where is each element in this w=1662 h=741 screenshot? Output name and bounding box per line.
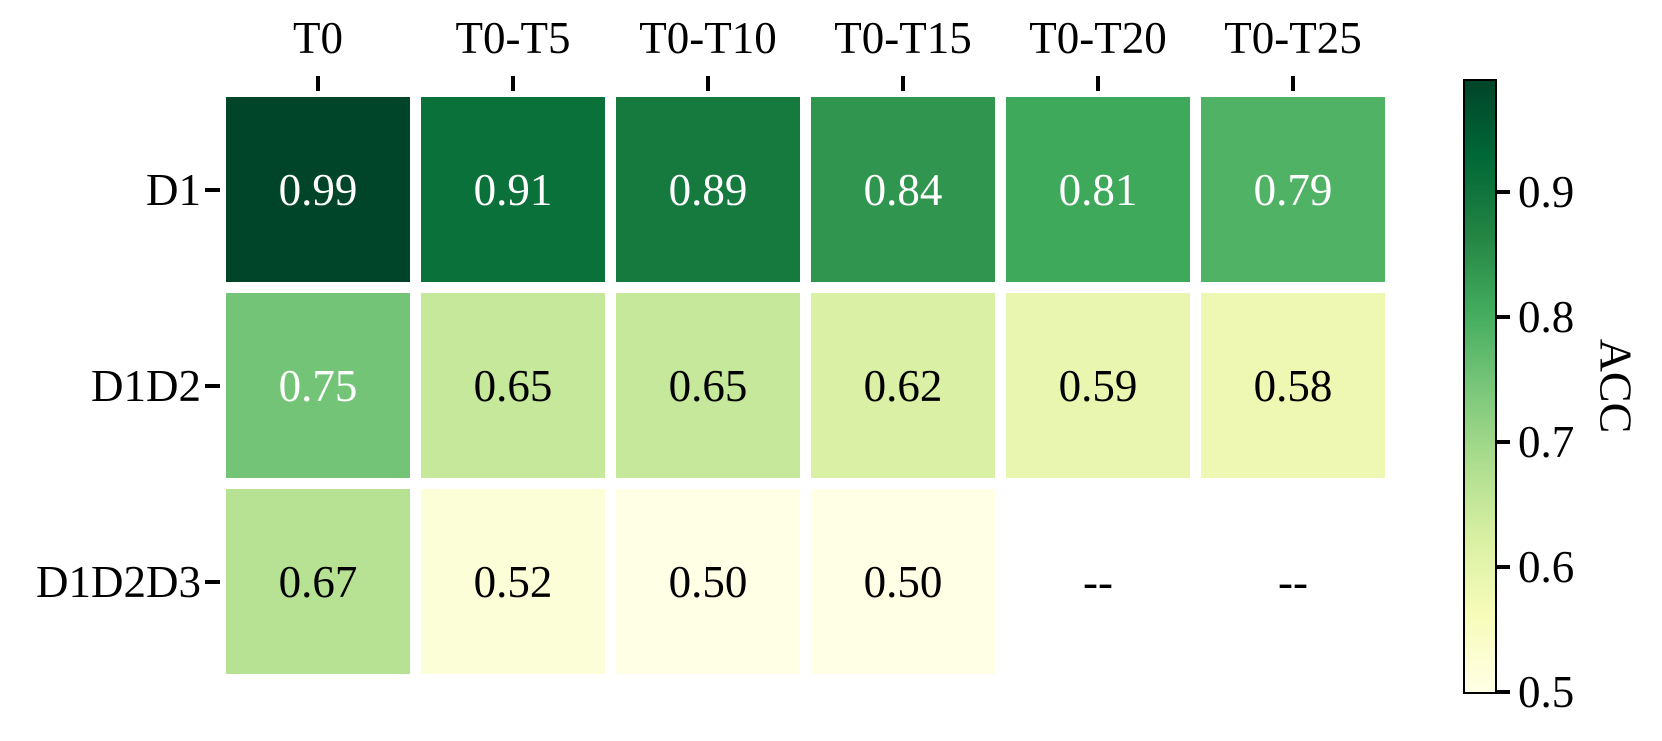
x-tick-mark [1291, 76, 1295, 91]
heatmap-cell: 0.52 [421, 489, 605, 674]
heatmap-cell: 0.65 [421, 293, 605, 478]
x-tick-label: T0-T20 [1029, 13, 1167, 63]
x-tick-label: T0-T25 [1224, 13, 1362, 63]
heatmap-cell: 0.89 [616, 97, 800, 282]
heatmap-cell: 0.59 [1006, 293, 1190, 478]
heatmap-cell: 0.50 [811, 489, 995, 674]
heatmap-cell: -- [1083, 556, 1113, 607]
y-tick-label: D1D2D3 [36, 556, 201, 607]
colorbar-tick-mark [1497, 690, 1510, 694]
heatmap-cell: 0.67 [226, 489, 410, 674]
colorbar-gradient [1463, 79, 1497, 694]
x-tick-label: T0-T10 [639, 13, 777, 63]
heatmap-cell: 0.65 [616, 293, 800, 478]
x-tick-mark [706, 76, 710, 91]
colorbar-tick-mark [1497, 439, 1510, 444]
heatmap-cell: 0.81 [1006, 97, 1190, 282]
colorbar-title: ACC [1590, 338, 1642, 434]
heatmap-cell: 0.79 [1201, 97, 1385, 282]
colorbar-tick-mark [1497, 564, 1510, 569]
heatmap-cell: 0.84 [811, 97, 995, 282]
x-tick-label: T0-T15 [834, 13, 972, 63]
colorbar-tick-label: 0.9 [1518, 166, 1575, 217]
x-tick-mark [901, 76, 905, 91]
x-tick-label: T0 [293, 13, 343, 63]
colorbar-tick-label: 0.7 [1518, 416, 1575, 467]
colorbar-tick-label: 0.6 [1518, 541, 1575, 592]
x-tick-mark [511, 76, 515, 91]
y-tick-label: D1D2 [91, 360, 201, 411]
y-tick-mark [205, 383, 220, 388]
colorbar-tick-label: 0.8 [1518, 291, 1575, 342]
heatmap-cell: 0.62 [811, 293, 995, 478]
heatmap-cell: -- [1278, 556, 1308, 607]
heatmap-cell: 0.58 [1201, 293, 1385, 478]
colorbar-tick-mark [1497, 314, 1510, 319]
heatmap-cell: 0.91 [421, 97, 605, 282]
heatmap-cell: 0.50 [616, 489, 800, 674]
y-tick-mark [205, 187, 220, 192]
y-tick-label: D1 [146, 164, 201, 215]
heatmap-cell: 0.75 [226, 293, 410, 478]
heatmap-cell: 0.99 [226, 97, 410, 282]
y-tick-mark [205, 579, 220, 584]
colorbar-tick-label: 0.5 [1518, 667, 1575, 717]
colorbar-tick-mark [1497, 189, 1510, 194]
x-tick-mark [1096, 76, 1100, 91]
x-tick-label: T0-T5 [455, 13, 571, 63]
x-tick-mark [316, 76, 320, 91]
